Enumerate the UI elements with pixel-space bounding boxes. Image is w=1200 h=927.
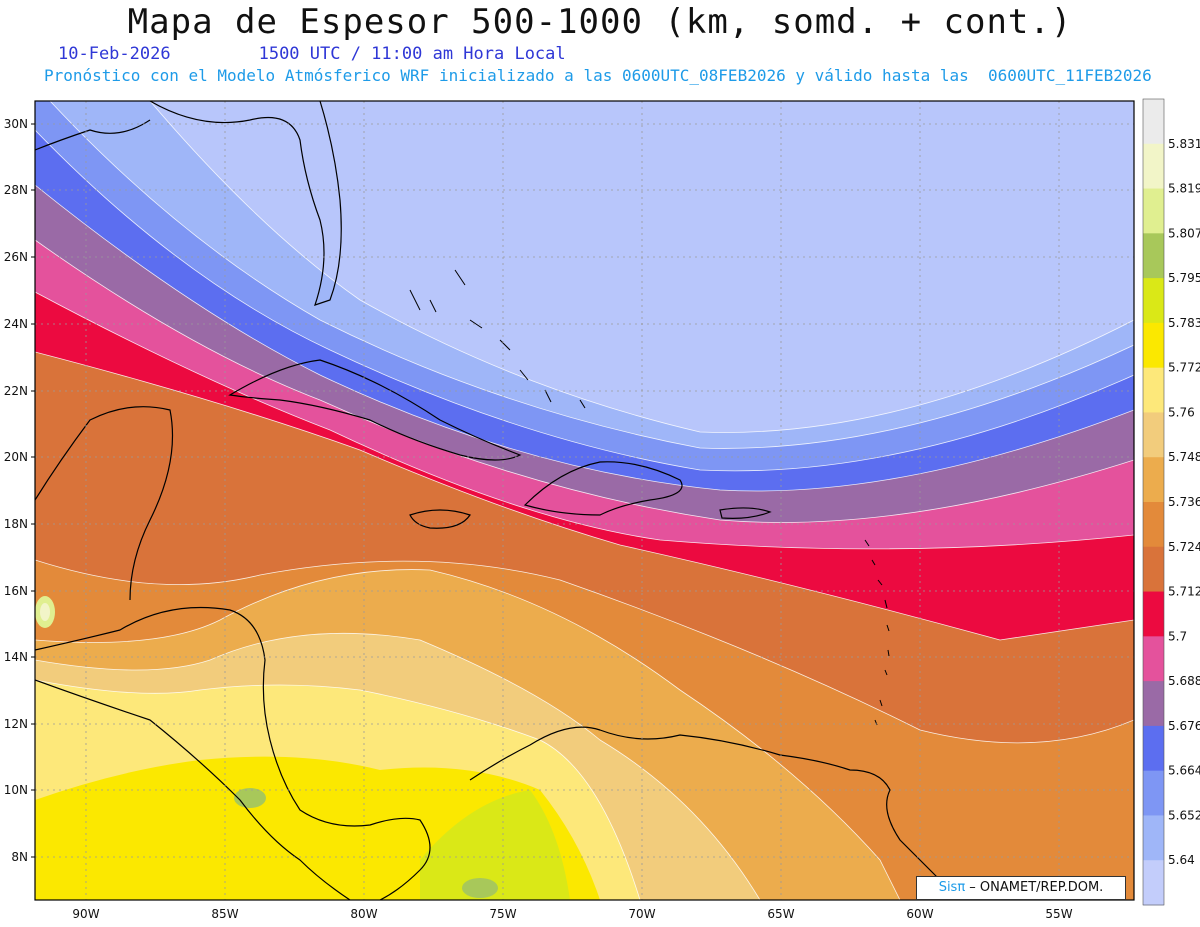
colorbar-swatch — [1143, 815, 1164, 861]
colorbar-label: 5.772 — [1168, 361, 1200, 375]
colorbar-label: 5.819 — [1168, 182, 1200, 196]
lat-axis: 30N 28N 26N 24N 22N 20N 18N 16N 14N 12N … — [4, 117, 28, 864]
colorbar-swatch — [1143, 502, 1164, 548]
map-frame — [34, 100, 1135, 901]
lon-label: 55W — [1045, 907, 1072, 921]
south-america-coast — [469, 726, 941, 881]
colorbar-label: 5.831 — [1168, 137, 1200, 151]
subtitle-datetime: 10-Feb-2026 1500 UTC / 11:00 am Hora Loca… — [58, 44, 654, 64]
thickness-fill-bands — [35, 101, 1134, 900]
lat-label: 12N — [4, 717, 28, 731]
colorbar-label: 5.76 — [1168, 405, 1195, 419]
lat-label: 30N — [4, 117, 28, 131]
colorbar-swatch — [1143, 860, 1164, 906]
central-america-coast — [35, 606, 431, 900]
colorbar-swatch — [1143, 143, 1164, 190]
forecast-note: Pronóstico con el Modelo Atmósferico WRF… — [44, 66, 1152, 85]
lat-label: 28N — [4, 183, 28, 197]
colorbar-swatch — [1143, 770, 1164, 816]
lat-label: 26N — [4, 250, 28, 264]
page-title: Mapa de Espesor 500-1000 (km, somd. + co… — [127, 2, 1073, 42]
colorbar-swatch — [1143, 188, 1164, 234]
lon-label: 65W — [767, 907, 794, 921]
hispaniola-coast — [523, 461, 683, 516]
colorbar-swatch — [1143, 591, 1164, 637]
colorbar-swatch — [1143, 278, 1164, 324]
lon-label: 70W — [628, 907, 655, 921]
colorbar-label: 5.724 — [1168, 540, 1200, 554]
cuba-coast — [228, 359, 522, 461]
lon-label: 85W — [211, 907, 238, 921]
colorbar-label: 5.748 — [1168, 450, 1200, 464]
colorbar-swatch — [1143, 412, 1164, 458]
colorbar-swatch — [1143, 636, 1164, 682]
lon-label: 75W — [489, 907, 516, 921]
colorbar: 5.831 5.819 5.807 5.795 5.783 5.772 5.76 5.748 5… — [1142, 98, 1200, 906]
colorbar-label: 5.7 — [1168, 629, 1187, 643]
lat-label: 24N — [4, 317, 28, 331]
colorbar-label: 5.664 — [1168, 764, 1200, 778]
lon-label: 80W — [350, 907, 377, 921]
credit-box: Sisπ – ONAMET/REP.DOM. — [916, 876, 1126, 900]
colorbar-swatch — [1143, 233, 1164, 279]
colorbar-label: 5.676 — [1168, 719, 1200, 733]
coastlines — [35, 101, 941, 900]
lesser-antilles — [864, 539, 890, 726]
colorbar-frame — [1142, 98, 1165, 906]
thickness-contours — [35, 101, 1134, 900]
colorbar-swatch — [1143, 546, 1164, 593]
jamaica-coast — [409, 509, 471, 529]
colorbar-label: 5.783 — [1168, 316, 1200, 330]
colorbar-label: 5.807 — [1168, 226, 1200, 240]
graticule — [35, 101, 1134, 900]
lat-label: 16N — [4, 584, 28, 598]
forecast-date: 10-Feb-2026 — [58, 44, 171, 64]
colorbar-label: 5.652 — [1168, 808, 1200, 822]
lon-label: 90W — [72, 907, 99, 921]
colorbar-label: 5.64 — [1168, 853, 1195, 867]
colorbar-swatch — [1143, 725, 1164, 772]
colorbar-label: 5.712 — [1168, 585, 1200, 599]
bahamas — [409, 269, 586, 409]
colorbar-label: 5.736 — [1168, 495, 1200, 509]
credit-brand: Sisπ — [938, 880, 966, 895]
colorbar-label: 5.688 — [1168, 674, 1200, 688]
lat-label: 14N — [4, 650, 28, 664]
colorbar-swatch — [1143, 367, 1164, 413]
lat-ticks — [31, 123, 35, 858]
colorbar-swatch — [1143, 322, 1164, 369]
lat-label: 10N — [4, 783, 28, 797]
colorbar-swatch — [1143, 681, 1164, 727]
colorbar-label: 5.795 — [1168, 271, 1200, 285]
forecast-time: 1500 UTC / 11:00 am Hora Local — [258, 44, 566, 64]
puerto-rico-coast — [719, 507, 772, 519]
colorbar-swatch — [1143, 457, 1164, 503]
band-5795 — [420, 790, 570, 900]
yucatan-coast — [35, 406, 174, 601]
lon-axis: 90W 85W 80W 75W 70W 65W 60W 55W — [72, 907, 1072, 921]
lon-label: 60W — [906, 907, 933, 921]
credit-text: – ONAMET/REP.DOM. — [965, 880, 1104, 895]
band-5831 — [40, 603, 50, 621]
lat-label: 8N — [11, 850, 28, 864]
colorbar-swatch — [1143, 99, 1164, 145]
lat-label: 20N — [4, 450, 28, 464]
florida-coast — [149, 101, 342, 306]
lat-label: 18N — [4, 517, 28, 531]
lat-label: 22N — [4, 384, 28, 398]
band-5807 — [462, 878, 498, 898]
